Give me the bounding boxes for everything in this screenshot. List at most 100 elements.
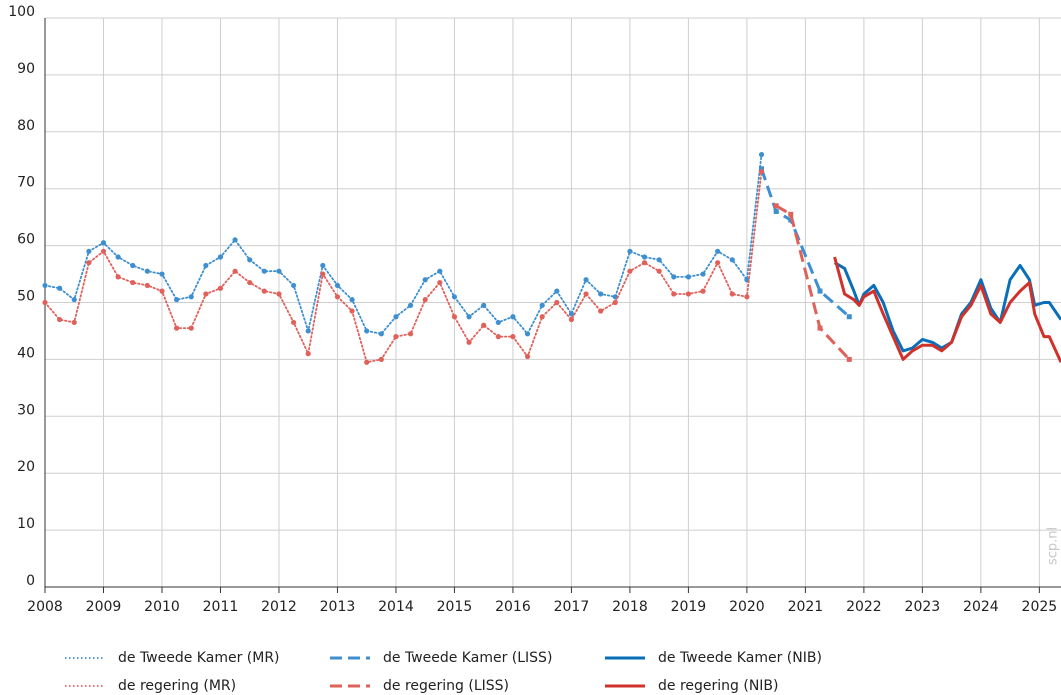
series-line — [775, 204, 851, 361]
point — [554, 299, 560, 306]
point — [466, 339, 472, 345]
point — [817, 325, 823, 331]
legend: de Tweede Kamer (MR) de Tweede Kamer (LIS… — [65, 650, 822, 694]
point — [788, 211, 794, 217]
point — [437, 268, 443, 274]
y-tick-label: 10 — [17, 516, 35, 532]
point — [130, 279, 136, 286]
x-tick-label: 2017 — [554, 599, 590, 615]
point — [276, 291, 282, 297]
point — [290, 319, 297, 326]
x-tick-label: 2021 — [788, 599, 824, 615]
watermark: scp.nl — [1046, 527, 1061, 565]
grid — [44, 17, 1061, 588]
x-tick-label: 2023 — [905, 599, 941, 615]
point — [290, 282, 297, 289]
point — [232, 237, 238, 243]
x-tick-label: 2016 — [495, 599, 531, 615]
point — [86, 260, 92, 266]
point — [422, 277, 428, 283]
point — [554, 288, 560, 294]
point — [539, 314, 545, 320]
point — [524, 331, 531, 337]
point — [656, 268, 662, 274]
point — [247, 279, 253, 286]
point — [422, 297, 428, 303]
point — [42, 299, 48, 306]
x-tick-label: 2022 — [846, 599, 882, 615]
point — [451, 314, 458, 320]
legend-label: de Tweede Kamer (NIB) — [658, 650, 822, 666]
point — [174, 297, 180, 303]
point — [495, 334, 501, 340]
point — [656, 257, 662, 263]
y-tick-label: 20 — [17, 459, 35, 475]
point — [305, 351, 311, 357]
point — [100, 240, 107, 246]
point — [130, 262, 136, 269]
point — [583, 277, 589, 283]
point — [729, 291, 735, 297]
point — [700, 288, 706, 294]
point — [320, 271, 326, 277]
point — [188, 325, 194, 331]
point — [524, 353, 531, 360]
point — [144, 268, 150, 274]
point — [320, 262, 326, 269]
point — [641, 260, 648, 266]
legend-label: de regering (NIB) — [658, 678, 779, 694]
point — [115, 254, 121, 260]
point — [188, 294, 194, 300]
point — [334, 282, 341, 289]
y-tick-label: 90 — [17, 61, 35, 77]
y-tick-label: 50 — [17, 289, 35, 305]
point — [466, 314, 472, 320]
point — [627, 248, 633, 254]
point — [451, 294, 458, 300]
x-tick-label: 2024 — [963, 599, 999, 615]
point — [598, 308, 604, 314]
point — [759, 166, 765, 172]
point — [715, 260, 721, 266]
point — [100, 248, 107, 254]
legend-label: de regering (LISS) — [383, 678, 509, 694]
point — [159, 288, 165, 294]
x-tick-label: 2018 — [612, 599, 648, 615]
point — [144, 282, 150, 289]
point — [437, 279, 443, 286]
point — [481, 302, 487, 308]
point — [481, 322, 487, 328]
x-tick-label: 2012 — [261, 599, 297, 615]
y-tick-label: 40 — [17, 345, 35, 361]
x-tick-label: 2008 — [27, 599, 63, 615]
point — [261, 288, 267, 294]
point — [846, 356, 852, 362]
point — [203, 291, 209, 297]
point — [685, 291, 692, 297]
point — [349, 297, 355, 303]
point — [217, 285, 224, 291]
point — [349, 308, 355, 314]
point — [334, 294, 341, 300]
point — [568, 311, 575, 317]
point — [568, 316, 575, 323]
point — [115, 274, 121, 280]
point — [685, 274, 692, 280]
y-tick-label: 70 — [17, 175, 35, 191]
point — [174, 325, 180, 331]
point — [378, 331, 384, 337]
point — [758, 169, 765, 175]
point — [510, 334, 516, 340]
series-line — [44, 170, 763, 364]
point — [671, 274, 677, 280]
legend-label: de Tweede Kamer (LISS) — [383, 650, 552, 666]
point — [715, 248, 721, 254]
y-tick-label: 30 — [17, 402, 35, 418]
point — [71, 297, 77, 303]
point — [744, 294, 750, 300]
x-tick-label: 2020 — [729, 599, 765, 615]
point — [57, 285, 63, 291]
point — [700, 271, 706, 277]
x-tick-label: 2015 — [437, 599, 473, 615]
